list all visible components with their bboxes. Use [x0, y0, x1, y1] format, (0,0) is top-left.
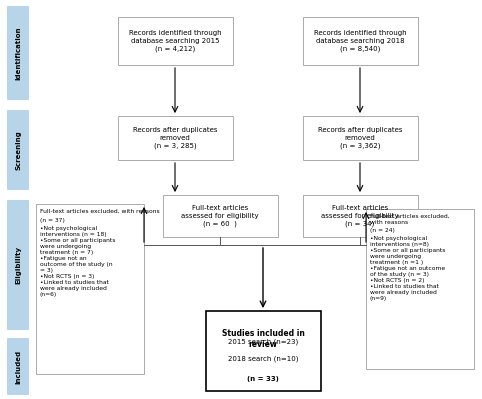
- Text: Screening: Screening: [15, 130, 21, 170]
- Bar: [162, 195, 278, 237]
- Bar: [36, 204, 144, 374]
- Text: (n = 37): (n = 37): [40, 218, 65, 223]
- Bar: [366, 209, 474, 369]
- Text: Records after duplicates
removed
(n = 3,362): Records after duplicates removed (n = 3,…: [318, 127, 402, 149]
- Text: Included: Included: [15, 350, 21, 383]
- Bar: [205, 311, 321, 391]
- Bar: [118, 17, 232, 65]
- Text: Records identified through
database searching 2015
(n = 4,212): Records identified through database sear…: [129, 30, 221, 52]
- FancyBboxPatch shape: [7, 6, 29, 100]
- Text: Full-text articles
assessed for eligibility
(n = 60  ): Full-text articles assessed for eligibil…: [181, 205, 259, 227]
- Bar: [118, 116, 232, 160]
- Text: Full-text articles excluded,
with reasons: Full-text articles excluded, with reason…: [370, 214, 450, 225]
- FancyBboxPatch shape: [7, 338, 29, 395]
- Bar: [303, 195, 417, 237]
- Text: Records after duplicates
removed
(n = 3, 285): Records after duplicates removed (n = 3,…: [133, 127, 217, 149]
- Text: Eligibility: Eligibility: [15, 246, 21, 284]
- FancyBboxPatch shape: [7, 110, 29, 190]
- Text: •Not psychological
interventions (n = 18)
•Some or all participants
were undergo: •Not psychological interventions (n = 18…: [40, 226, 115, 297]
- Bar: [303, 116, 417, 160]
- FancyBboxPatch shape: [7, 200, 29, 330]
- Text: •Not psychological
interventions (n=8)
•Some or all participants
were undergoing: •Not psychological interventions (n=8) •…: [370, 236, 445, 301]
- Bar: [303, 17, 417, 65]
- Text: 2015 search (n=23)

2018 search (n=10): 2015 search (n=23) 2018 search (n=10): [228, 330, 298, 362]
- Text: Studies included in
review: Studies included in review: [222, 329, 305, 349]
- Text: Full-text articles excluded, with reasons: Full-text articles excluded, with reason…: [40, 209, 160, 214]
- Text: Identification: Identification: [15, 26, 21, 80]
- Text: (n = 24): (n = 24): [370, 228, 395, 233]
- Text: Full-text articles
assessed for eligibility
(n = 34): Full-text articles assessed for eligibil…: [321, 205, 399, 227]
- Text: Records identified through
database searching 2018
(n = 8,540): Records identified through database sear…: [314, 30, 406, 52]
- Text: (n = 33): (n = 33): [247, 369, 279, 381]
